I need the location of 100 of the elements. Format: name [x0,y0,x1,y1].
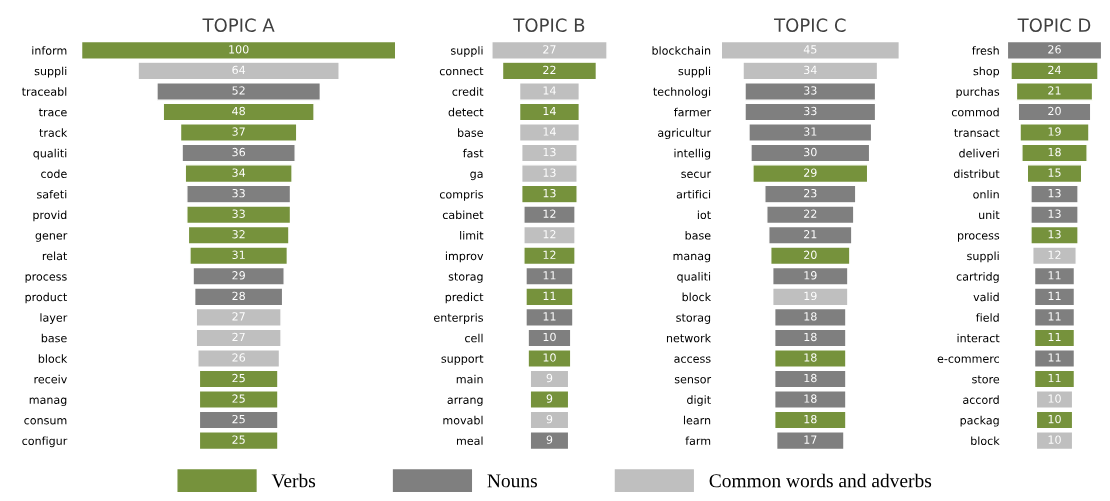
data-label: 27 [232,332,245,341]
category-label: block [682,292,712,302]
data-label: 10 [1048,414,1061,424]
data-label: 18 [804,414,817,424]
data-label: 22 [804,209,817,218]
category-label: network [666,333,712,343]
category-label: cartridg [956,272,999,283]
data-label: 9 [546,414,553,424]
category-label: improv [445,251,484,263]
data-label: 12 [1048,250,1061,259]
category-label: fast [462,148,484,158]
legend-label: Verbs [271,473,316,488]
category-label: suppli [451,46,483,57]
data-label: 29 [804,168,817,177]
data-label: 25 [232,394,245,403]
category-label: onlin [973,189,999,199]
text: TOPIC B [513,18,585,32]
category-label: detect [448,107,484,117]
data-label: 12 [543,230,556,239]
category-label: provid [33,210,67,222]
category-label: movabl [443,415,483,425]
category-label: storag [676,313,711,324]
category-label: deliveri [959,148,999,158]
data-label: 15 [1048,168,1061,177]
data-label: 33 [804,86,817,95]
data-label: 25 [232,435,245,444]
data-label: 19 [804,291,817,301]
category-label: manag [673,253,711,263]
data-label: 27 [232,312,245,321]
category-label: farmer [674,107,712,117]
category-label: intellig [674,148,711,160]
category-label: base [458,128,483,137]
legend-label: Nouns [487,474,537,488]
category-label: ga [470,171,483,181]
category-label: relat [42,251,68,261]
category-label: support [441,354,484,365]
data-label: 20 [804,250,817,259]
category-label: credit [452,87,484,96]
data-label: 32 [232,230,245,239]
category-label: suppli [678,66,711,78]
category-label: storag [448,272,483,283]
data-label: 18 [804,332,817,342]
data-label: 11 [543,291,556,300]
data-label: 27 [543,45,556,54]
data-label: 9 [546,435,553,444]
category-label: product [25,292,68,304]
data-label: 31 [232,250,245,259]
category-label: iot [697,210,711,220]
category-label: enterpris [434,313,483,324]
data-label: 34 [804,65,817,75]
category-label: compris [439,189,483,201]
category-label: purchas [956,87,1000,98]
data-label: 9 [546,394,553,403]
data-label: 9 [546,373,553,383]
data-label: 23 [804,188,817,198]
text: TOPIC A [202,18,275,32]
category-label: base [41,333,67,343]
data-label: 28 [232,291,245,301]
data-label: 14 [543,106,556,116]
data-label: 30 [804,147,817,157]
category-label: configur [22,436,68,448]
category-label: suppli [34,66,67,78]
category-label: process [25,274,67,283]
data-label: 19 [1048,127,1061,136]
data-label: 10 [1048,394,1061,403]
data-label: 18 [804,394,817,403]
category-label: track [39,128,68,137]
text: TOPIC C [774,18,846,32]
data-label: 26 [232,353,246,362]
category-label: fresh [972,46,999,55]
data-label: 45 [803,45,817,54]
data-label: 20 [1048,106,1061,116]
data-label: 24 [1048,65,1061,74]
data-label: 14 [543,86,556,95]
category-label: learn [683,415,711,425]
data-label: 21 [1048,86,1061,95]
category-label: store [972,375,1000,384]
category-label: sensor [674,377,712,384]
category-label: interact [957,333,1000,343]
category-label: valid [973,292,999,302]
category-label: safeti [37,189,67,199]
data-label: 19 [804,271,817,280]
data-label: 13 [1048,230,1061,239]
category-label: accord [963,395,999,404]
category-label: arrang [447,397,483,407]
data-label: 10 [543,353,556,362]
data-label: 25 [232,373,245,383]
category-label: main [456,374,483,384]
data-label: 10 [543,332,556,342]
category-label: access [674,356,711,363]
category-label: shop [973,66,1000,78]
data-label: 14 [543,127,556,136]
data-label: 18 [804,312,817,321]
data-label: 11 [1048,271,1061,280]
category-label: cell [465,333,483,343]
text: TOPIC D [1017,18,1091,32]
category-label: digit [687,395,711,407]
data-label: 11 [1048,312,1061,321]
category-label: technologi [653,87,711,98]
data-label: 100 [229,45,249,54]
